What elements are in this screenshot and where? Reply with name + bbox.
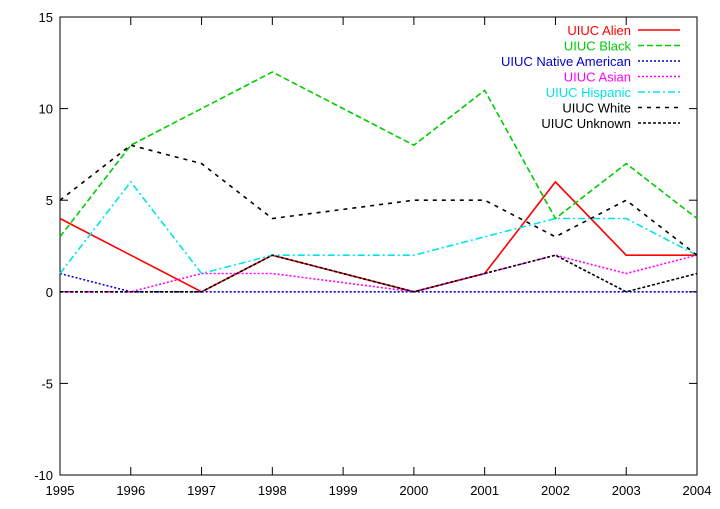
y-tick-label: -5 [41,376,53,391]
y-tick-label: 10 [39,102,53,117]
series-line-1 [59,180,697,293]
series-line-6 [59,144,698,256]
x-tick-label: 2003 [612,483,641,498]
legend-label-1: UIUC Alien [567,23,631,38]
x-tick-label: 1999 [329,483,358,498]
legend-label-5: UIUC Hispanic [546,85,632,100]
series-line-7 [60,254,698,293]
axes-layer: -10 -5 0 5 10 15 1995 1996 1997 1998 1999 2000 2001 2… [34,10,711,498]
series-layer [59,71,698,293]
legend-label-6: UIUC White [562,101,631,116]
y-tick-label: -10 [34,468,53,483]
legend-label-2: UIUC Black [564,39,632,54]
legend-label-4: UIUC Asian [564,70,631,85]
y-tick-label: 0 [46,285,53,300]
legend-label-7: UIUC Unknown [541,116,631,131]
x-tick-label: 2004 [683,483,712,498]
series-line-4 [60,254,698,293]
legend-label-3: UIUC Native American [501,54,631,69]
y-tick-label: 15 [39,10,53,25]
x-tick-label: 1997 [187,483,216,498]
plot-frame [59,16,698,476]
series-line-5 [59,180,698,275]
y-tick-label: 5 [46,193,53,208]
x-tick-label: 2001 [470,483,499,498]
x-tick-label: 2002 [541,483,570,498]
x-tick-label: 1995 [46,483,75,498]
series-line-2 [59,71,698,238]
x-tick-label: 1996 [116,483,145,498]
x-tick-label: 2000 [399,483,428,498]
x-tick-label: 1998 [258,483,287,498]
